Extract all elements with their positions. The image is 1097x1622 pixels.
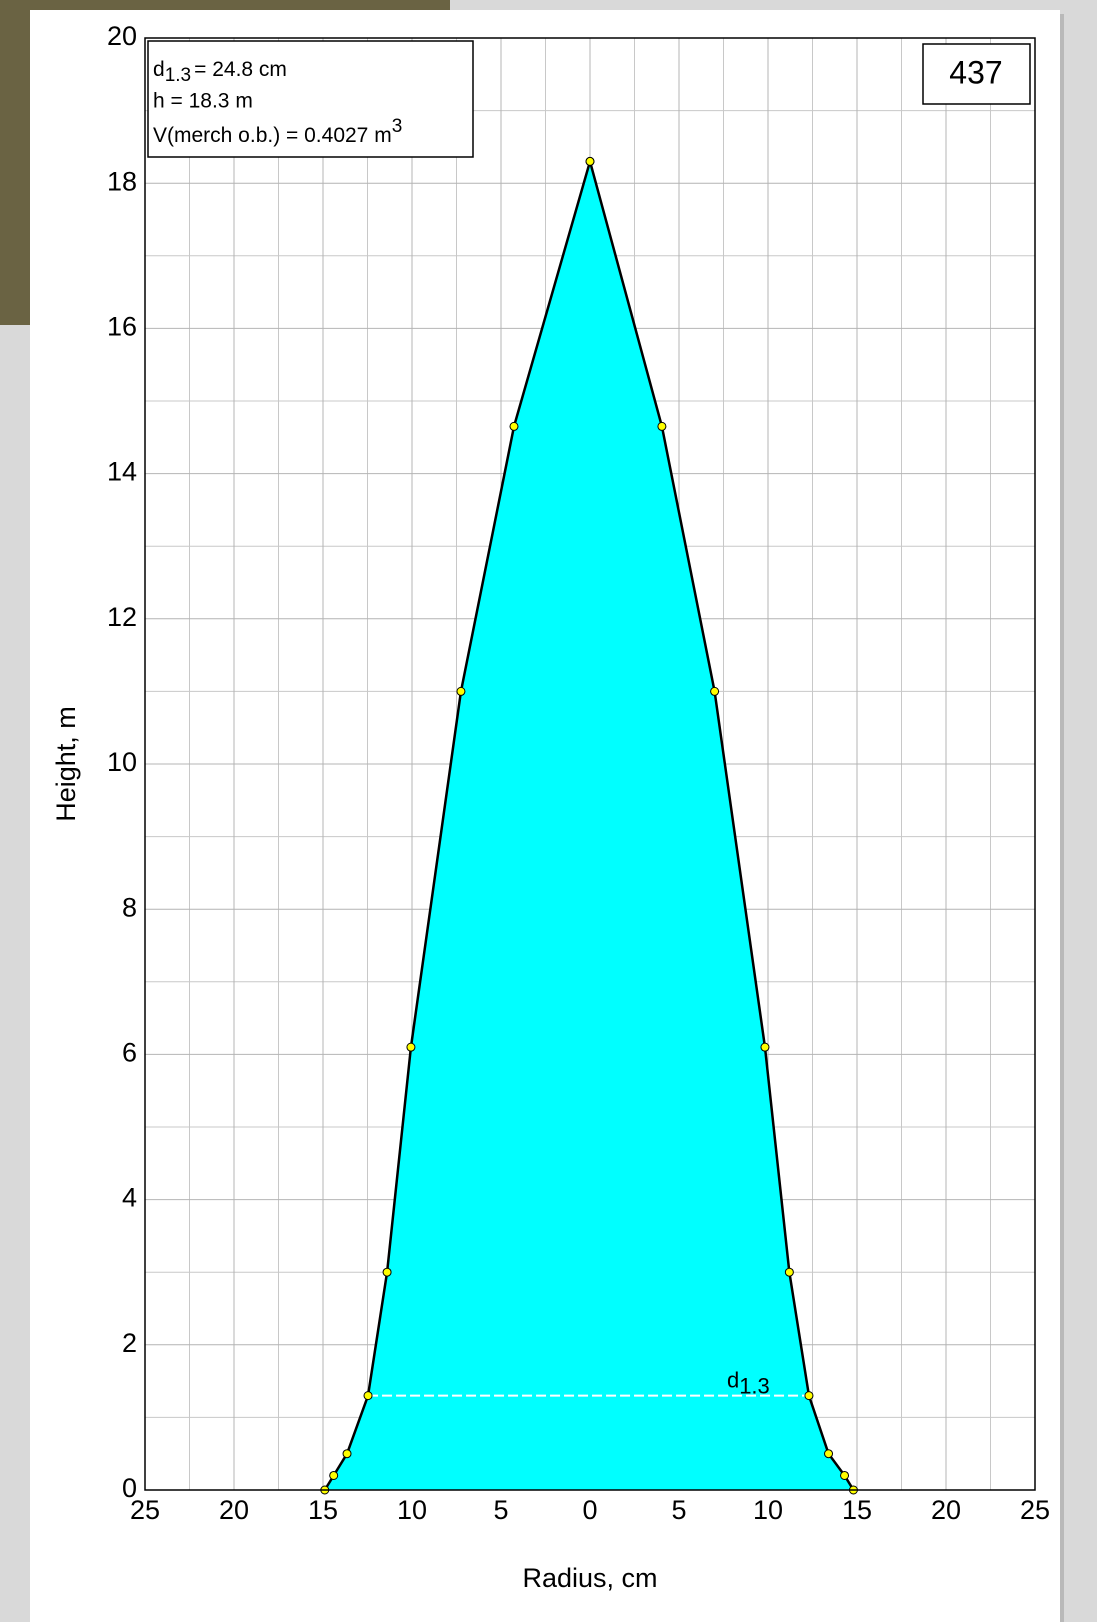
x-tick-label: 15 — [308, 1495, 338, 1525]
y-tick-label: 0 — [122, 1473, 137, 1503]
chart: d1.3 Radius, cm Height, m d1.3= 24.8 cm … — [0, 0, 1097, 1622]
measurement-point — [841, 1471, 849, 1479]
x-tick-label: 5 — [493, 1495, 508, 1525]
measurement-point — [658, 422, 666, 430]
measurement-point — [510, 422, 518, 430]
y-tick-label: 12 — [107, 602, 137, 632]
y-tick-label: 14 — [107, 457, 137, 487]
y-tick-label: 16 — [107, 312, 137, 342]
measurement-point — [407, 1043, 415, 1051]
measurement-point — [586, 157, 594, 165]
page: d1.3 Radius, cm Height, m d1.3= 24.8 cm … — [0, 0, 1097, 1622]
x-tick-label: 20 — [931, 1495, 961, 1525]
x-tick-label: 25 — [1020, 1495, 1050, 1525]
d13-symbol: d — [727, 1367, 739, 1392]
measurement-point — [383, 1268, 391, 1276]
measurement-point — [805, 1392, 813, 1400]
y-tick-label: 10 — [107, 747, 137, 777]
v-text: V(merch o.b.) = 0.4027 m — [153, 124, 392, 147]
y-tick-label: 20 — [107, 21, 137, 51]
measurement-point — [785, 1268, 793, 1276]
y-tick-label: 18 — [107, 166, 137, 196]
x-tick-label: 15 — [842, 1495, 872, 1525]
x-tick-label: 10 — [397, 1495, 427, 1525]
x-tick-label: 0 — [582, 1495, 597, 1525]
x-tick-label: 20 — [219, 1495, 249, 1525]
measurement-point — [761, 1043, 769, 1051]
measurement-point — [330, 1471, 338, 1479]
x-tick-label: 10 — [753, 1495, 783, 1525]
d-text: = 24.8 cm — [194, 58, 287, 81]
y-tick-label: 2 — [122, 1328, 137, 1358]
measurement-point — [343, 1450, 351, 1458]
info-h: h = 18.3 m — [153, 90, 253, 113]
measurement-point — [457, 687, 465, 695]
d13-sub: 1.3 — [739, 1373, 770, 1398]
x-tick-label: 5 — [671, 1495, 686, 1525]
d-symbol: d — [153, 58, 165, 81]
y-tick-label: 8 — [122, 892, 137, 922]
y-tick-label: 6 — [122, 1038, 137, 1068]
v-sup: 3 — [392, 116, 403, 137]
x-axis-label: Radius, cm — [522, 1563, 657, 1593]
measurement-point — [825, 1450, 833, 1458]
y-axis-label: Height, m — [51, 706, 81, 822]
y-tick-label: 4 — [122, 1183, 137, 1213]
d-sub: 1.3 — [165, 65, 191, 86]
measurement-point — [364, 1392, 372, 1400]
tree-id: 437 — [949, 54, 1002, 90]
measurement-point — [711, 687, 719, 695]
